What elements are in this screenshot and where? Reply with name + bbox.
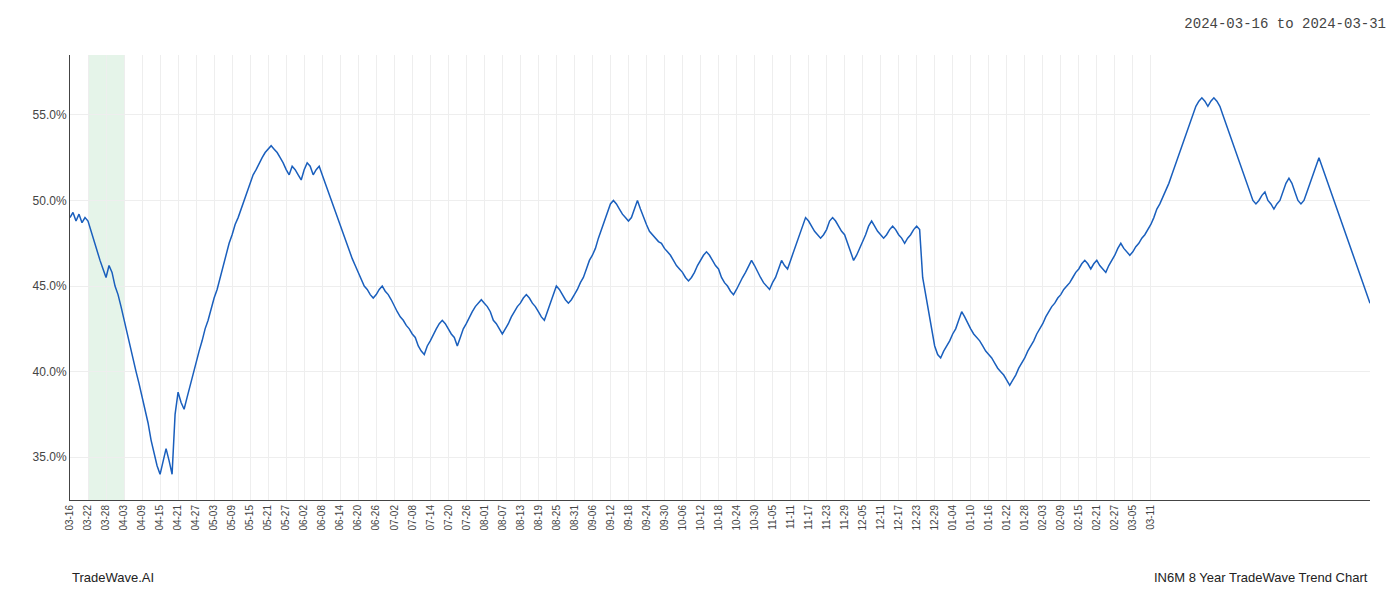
svg-text:03-05: 03-05 (1127, 505, 1138, 531)
svg-text:06-20: 06-20 (352, 505, 363, 531)
svg-text:08-25: 08-25 (551, 505, 562, 531)
svg-text:35.0%: 35.0% (33, 450, 67, 464)
svg-text:07-20: 07-20 (443, 505, 454, 531)
svg-text:02-21: 02-21 (1091, 505, 1102, 531)
svg-text:01-22: 01-22 (1001, 505, 1012, 531)
svg-text:04-03: 04-03 (118, 505, 129, 531)
svg-text:04-21: 04-21 (172, 505, 183, 531)
svg-text:08-13: 08-13 (515, 505, 526, 531)
svg-text:06-02: 06-02 (298, 505, 309, 531)
svg-text:09-12: 09-12 (605, 505, 616, 531)
svg-text:05-21: 05-21 (262, 505, 273, 531)
svg-text:50.0%: 50.0% (33, 194, 67, 208)
svg-text:03-22: 03-22 (82, 505, 93, 531)
svg-text:11-11: 11-11 (785, 505, 796, 530)
svg-text:01-04: 01-04 (947, 505, 958, 531)
svg-text:11-23: 11-23 (821, 505, 832, 530)
svg-text:02-15: 02-15 (1073, 505, 1084, 531)
svg-text:02-27: 02-27 (1109, 505, 1120, 531)
svg-text:03-28: 03-28 (100, 505, 111, 531)
svg-text:04-09: 04-09 (136, 505, 147, 531)
svg-text:05-03: 05-03 (208, 505, 219, 531)
svg-text:55.0%: 55.0% (33, 108, 67, 122)
svg-text:TradeWave.AI: TradeWave.AI (72, 570, 154, 585)
svg-text:11-05: 11-05 (767, 505, 778, 530)
svg-text:01-16: 01-16 (983, 505, 994, 531)
svg-text:07-26: 07-26 (461, 505, 472, 531)
svg-text:08-07: 08-07 (497, 505, 508, 531)
svg-text:04-27: 04-27 (190, 505, 201, 531)
svg-text:09-30: 09-30 (659, 505, 670, 531)
svg-text:12-11: 12-11 (875, 505, 886, 530)
svg-text:07-02: 07-02 (389, 505, 400, 531)
svg-text:07-14: 07-14 (425, 505, 436, 531)
svg-text:10-24: 10-24 (731, 505, 742, 531)
svg-text:09-24: 09-24 (641, 505, 652, 531)
svg-text:10-18: 10-18 (713, 505, 724, 531)
svg-text:05-27: 05-27 (280, 505, 291, 531)
svg-text:03-16: 03-16 (64, 505, 75, 531)
svg-text:04-15: 04-15 (154, 505, 165, 531)
svg-text:07-08: 07-08 (407, 505, 418, 531)
svg-text:45.0%: 45.0% (33, 279, 67, 293)
svg-text:08-31: 08-31 (569, 505, 580, 531)
svg-text:12-05: 12-05 (857, 505, 868, 531)
svg-text:09-18: 09-18 (623, 505, 634, 531)
svg-text:12-23: 12-23 (911, 505, 922, 531)
svg-text:02-03: 02-03 (1037, 505, 1048, 531)
svg-text:11-17: 11-17 (803, 505, 814, 530)
svg-text:02-09: 02-09 (1055, 505, 1066, 531)
svg-text:09-06: 09-06 (587, 505, 598, 531)
svg-text:05-15: 05-15 (244, 505, 255, 531)
svg-text:40.0%: 40.0% (33, 365, 67, 379)
svg-text:06-14: 06-14 (334, 505, 345, 531)
svg-text:10-12: 10-12 (695, 505, 706, 531)
svg-text:06-26: 06-26 (370, 505, 381, 531)
svg-text:10-30: 10-30 (749, 505, 760, 531)
svg-text:2024-03-16 to 2024-03-31: 2024-03-16 to 2024-03-31 (1184, 16, 1386, 32)
svg-text:10-06: 10-06 (677, 505, 688, 531)
svg-text:12-17: 12-17 (893, 505, 904, 531)
svg-text:11-29: 11-29 (839, 505, 850, 530)
svg-text:01-28: 01-28 (1019, 505, 1030, 531)
svg-text:IN6M 8 Year TradeWave Trend Ch: IN6M 8 Year TradeWave Trend Chart (1154, 570, 1368, 585)
svg-text:08-01: 08-01 (479, 505, 490, 531)
svg-text:12-29: 12-29 (929, 505, 940, 531)
svg-text:05-09: 05-09 (226, 505, 237, 531)
svg-text:06-08: 06-08 (316, 505, 327, 531)
svg-text:08-19: 08-19 (533, 505, 544, 531)
svg-text:01-10: 01-10 (965, 505, 976, 531)
svg-text:03-11: 03-11 (1145, 505, 1156, 530)
